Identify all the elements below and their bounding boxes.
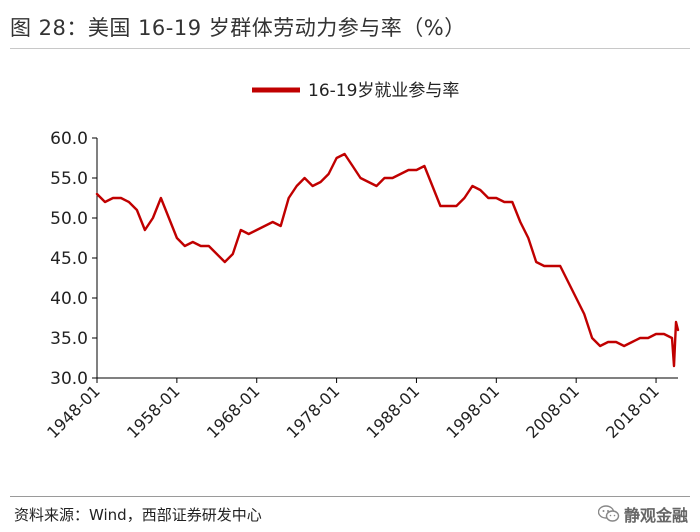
x-tick-label: 2018-01 — [602, 381, 663, 442]
series-group — [95, 152, 680, 368]
y-tick-label: 60.0 — [50, 129, 88, 149]
legend-label: 16-19岁就业参与率 — [308, 81, 459, 101]
axes — [96, 138, 678, 379]
x-tick-label: 1978-01 — [283, 381, 344, 442]
x-tick-label: 1948-01 — [43, 381, 104, 442]
figure-title: 图 28：美国 16-19 岁群体劳动力参与率（%） — [10, 16, 466, 40]
watermark: 静观金融 — [597, 502, 688, 526]
y-tick-label: 30.0 — [50, 369, 88, 389]
x-tick-label: 1958-01 — [123, 381, 184, 442]
wechat-icon — [597, 505, 620, 522]
chart-legend: 16-19岁就业参与率 — [252, 81, 459, 101]
y-tick-label: 45.0 — [50, 249, 88, 269]
y-tick-label: 35.0 — [50, 329, 88, 349]
footer-divider — [10, 496, 690, 497]
y-tick-label: 40.0 — [50, 289, 88, 309]
x-tick-label: 1968-01 — [203, 381, 264, 442]
x-axis-ticks: 1948-01 1958-01 1968-01 1978-01 1988-01 1998-… — [43, 378, 663, 442]
title-divider — [10, 48, 690, 49]
source-note: 资料来源：Wind，西部证券研发中心 — [14, 506, 262, 524]
series-line — [95, 152, 680, 368]
x-tick-label: 1988-01 — [363, 381, 424, 442]
line-chart: 16-19岁就业参与率 60.0 55.0 50.0 45.0 40.0 35.0 30.0… — [43, 81, 680, 442]
y-axis-ticks: 60.0 55.0 50.0 45.0 40.0 35.0 30.0 — [50, 129, 97, 389]
x-tick-label: 2008-01 — [522, 381, 583, 442]
x-tick-label: 1998-01 — [442, 381, 503, 442]
y-tick-label: 55.0 — [50, 169, 88, 189]
watermark-label: 静观金融 — [623, 506, 688, 525]
y-tick-label: 50.0 — [50, 209, 88, 229]
